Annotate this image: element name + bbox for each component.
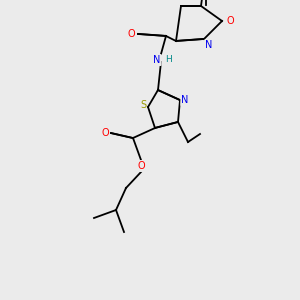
Text: O: O — [101, 128, 109, 138]
Text: S: S — [140, 100, 146, 110]
Text: N: N — [153, 55, 161, 65]
Text: O: O — [226, 16, 234, 26]
Text: O: O — [137, 161, 145, 171]
Text: N: N — [181, 95, 189, 105]
Text: O: O — [127, 29, 135, 39]
Text: N: N — [205, 40, 213, 50]
Text: H: H — [166, 56, 172, 64]
